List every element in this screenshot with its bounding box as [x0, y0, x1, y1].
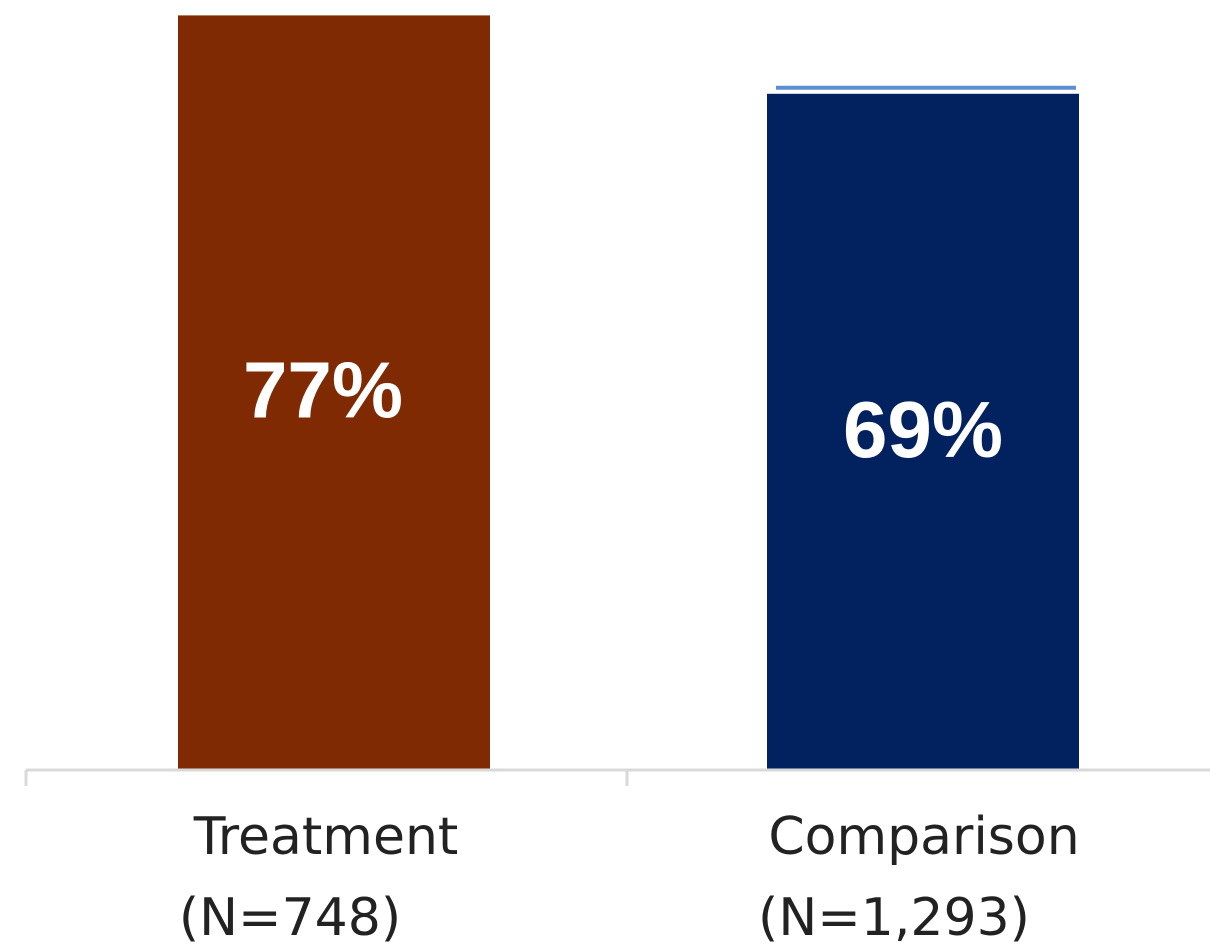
- category-label-treatment: Treatment: [193, 807, 459, 867]
- category-n-comparison: (N=1,293): [758, 888, 1030, 947]
- value-label-comparison: 69%: [843, 385, 1003, 474]
- category-n-treatment: (N=748): [179, 888, 401, 947]
- value-label-treatment: 77%: [243, 346, 403, 435]
- value-labels-group: 77% 69%: [243, 346, 1003, 474]
- category-label-comparison: Comparison: [768, 807, 1079, 867]
- bars-group: [178, 15, 1079, 771]
- bar-treatment: [178, 15, 490, 770]
- bar-comparison: [767, 93, 1079, 771]
